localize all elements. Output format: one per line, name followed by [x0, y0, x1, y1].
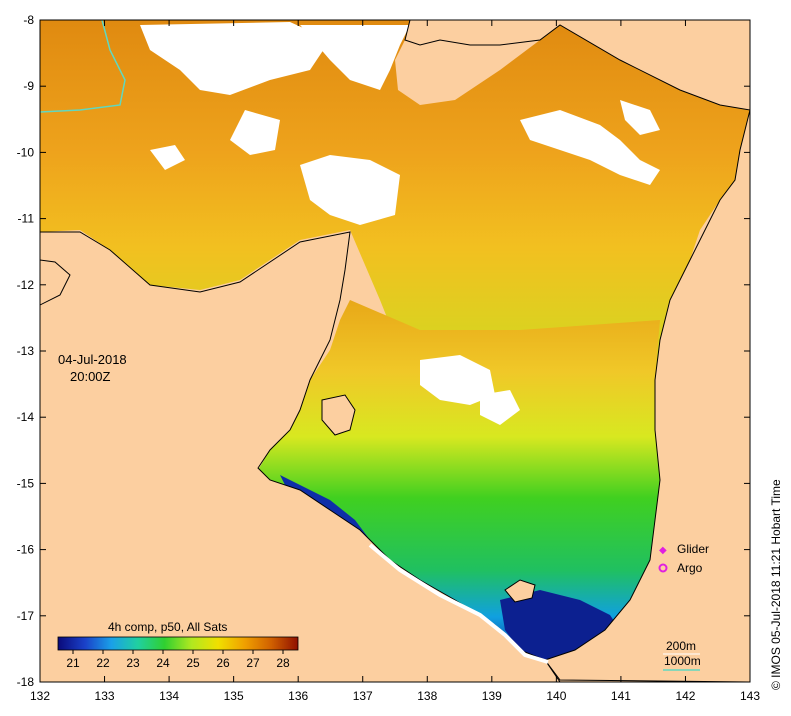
lat-tick-label: -8 [23, 13, 34, 27]
lat-tick-label: -10 [17, 145, 35, 159]
argo-label: Argo [677, 561, 703, 575]
mornington-island [504, 579, 536, 603]
colorbar-tick-label: 24 [156, 656, 170, 670]
longitude-axis: 132 133 134 135 136 137 138 139 140 141 142 143 [30, 20, 760, 703]
lon-tick-label: 137 [353, 689, 373, 703]
lat-tick-label: -9 [23, 79, 34, 93]
lon-tick-label: 141 [611, 689, 631, 703]
lat-tick-label: -14 [17, 410, 35, 424]
isobath-200m-label: 200m [666, 639, 696, 653]
isobath-legend: 200m 1000m [663, 639, 701, 671]
colorbar-tick-label: 28 [276, 656, 290, 670]
platform-legend: ◆ Glider Argo [658, 542, 709, 575]
lon-tick-label: 134 [159, 689, 179, 703]
lat-tick-label: -12 [17, 278, 35, 292]
lat-tick-label: -15 [17, 476, 35, 490]
latitude-axis: -8 -9 -10 -11 -12 -13 -14 -15 -16 -17 -18 [17, 13, 750, 689]
lon-tick-label: 142 [675, 689, 695, 703]
colorbar-tick-label: 26 [216, 656, 230, 670]
lon-tick-label: 138 [417, 689, 437, 703]
lon-tick-label: 140 [546, 689, 566, 703]
isobath-1000m-line [40, 20, 126, 113]
glider-label: Glider [677, 542, 709, 556]
colorbar-tick-label: 27 [246, 656, 260, 670]
glider-marker-icon: ◆ [659, 545, 667, 556]
colorbar-tick-label: 21 [66, 656, 80, 670]
lat-tick-label: -18 [17, 675, 35, 689]
map-date: 04-Jul-2018 [58, 352, 127, 367]
lon-tick-label: 132 [30, 689, 50, 703]
map-time: 20:00Z [70, 369, 111, 384]
no-data-cloud-patches [140, 22, 660, 425]
cape-york-land [544, 109, 750, 682]
lat-tick-label: -13 [17, 344, 35, 358]
melville-island [40, 259, 71, 306]
lon-tick-label: 143 [740, 689, 760, 703]
colorbar-tick-label: 25 [186, 656, 200, 670]
new-guinea-land [404, 20, 750, 111]
coastal-rim [368, 543, 549, 664]
lon-tick-label: 139 [482, 689, 502, 703]
argo-marker-icon [658, 563, 668, 573]
colorbar: 4h comp, p50, All Sats 21 22 23 24 25 26 27 28 [57, 620, 299, 670]
colorbar-tick-label: 23 [126, 656, 140, 670]
colorbar-title: 4h comp, p50, All Sats [108, 620, 227, 634]
gulf-of-carpentaria [258, 300, 660, 660]
colorbar-ticks: 21 22 23 24 25 26 27 28 [66, 650, 290, 670]
lon-tick-label: 135 [224, 689, 244, 703]
lon-tick-label: 136 [288, 689, 308, 703]
lat-tick-label: -17 [17, 609, 35, 623]
imos-credit: © IMOS 05-Jul-2018 11:21 Hobart Time [769, 479, 783, 690]
colorbar-ramp [57, 636, 299, 651]
lon-tick-label: 133 [95, 689, 115, 703]
groote-eylandt [321, 394, 356, 436]
map-frame [39, 19, 751, 683]
colorbar-tick-label: 22 [96, 656, 110, 670]
lat-tick-label: -11 [18, 212, 35, 226]
lat-tick-label: -16 [17, 543, 35, 557]
isobath-1000m-label: 1000m [664, 654, 701, 668]
